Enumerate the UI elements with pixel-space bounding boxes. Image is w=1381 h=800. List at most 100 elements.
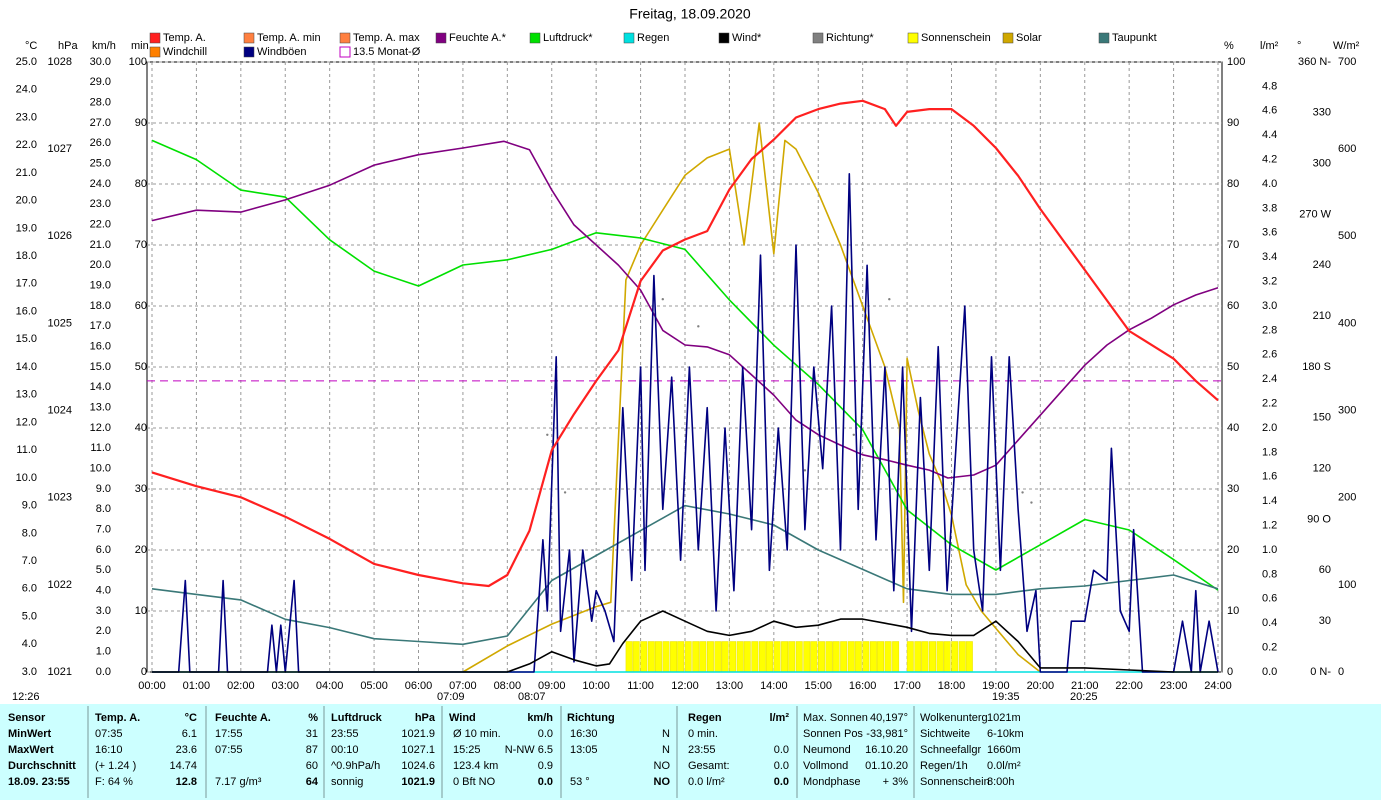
info-value: 01.10.20 — [865, 760, 908, 772]
x-tick-label: 10:00 — [582, 680, 610, 692]
y-tick-label: 1026 — [48, 230, 72, 242]
legend-label: Windböen — [257, 46, 307, 58]
sunshine-bar — [632, 641, 640, 673]
y-tick-label: 0 — [1227, 666, 1233, 678]
y-tick-label: 21.0 — [16, 167, 37, 179]
table-cell: N-NW 6.5 — [505, 744, 553, 756]
x-tick-label: 08:00 — [494, 680, 522, 692]
table-cell: 87 — [306, 744, 318, 756]
y-tick-label: 0.8 — [1262, 568, 1277, 580]
table-cell: NO — [654, 776, 671, 788]
info-label: Sonnen Pos — [803, 728, 863, 740]
y-tick-label: 2.4 — [1262, 373, 1277, 385]
table-cell: 16:10 — [95, 744, 123, 756]
table-cell: 23.6 — [176, 744, 197, 756]
y-tick-label: 27.0 — [90, 117, 111, 129]
legend-label: Luftdruck* — [543, 32, 593, 44]
y-tick-label: 90 — [1227, 117, 1239, 129]
legend-label: Solar — [1016, 32, 1042, 44]
y-tick-label: 10.0 — [90, 463, 111, 475]
y-tick-label: 25.0 — [90, 158, 111, 170]
sunshine-bar — [921, 641, 929, 673]
y-tick-label: 8.0 — [22, 527, 37, 539]
table-cell: 0.0 — [538, 728, 553, 740]
y-tick-label: 30 — [1227, 483, 1239, 495]
sunshine-bar — [662, 641, 670, 673]
table-cell: 0.0 — [774, 776, 789, 788]
y-tick-label: 21.0 — [90, 239, 111, 251]
sunshine-bar — [914, 641, 922, 673]
y-tick-label: 1.0 — [96, 646, 111, 658]
sunshine-bar — [818, 641, 825, 673]
y-tick-label: 12.0 — [90, 422, 111, 434]
table-cell: MaxWert — [8, 744, 54, 756]
y-tick-label: 3.8 — [1262, 202, 1277, 214]
y-tick-label: 29.0 — [90, 76, 111, 88]
sunshine-bar — [906, 641, 914, 673]
y-tick-label: 6.0 — [22, 583, 37, 595]
info-value: 8:00h — [987, 776, 1015, 788]
chart-title: Freitag, 18.09.2020 — [629, 6, 751, 22]
axis-unit-label: ° — [1297, 40, 1301, 52]
series-line — [151, 139, 1219, 591]
y-tick-label: 13.0 — [90, 402, 111, 414]
y-tick-label: 60 — [1319, 564, 1331, 576]
sunshine-bar — [892, 641, 900, 673]
sunshine-bar — [929, 641, 936, 673]
legend-label: Sonnenschein — [921, 32, 991, 44]
y-tick-label: 80 — [135, 178, 147, 190]
sunshine-bar — [654, 641, 662, 673]
axis-unit-label: W/m² — [1333, 40, 1360, 52]
axis-unit-label: l/m² — [1260, 40, 1279, 52]
y-tick-label: 18.0 — [90, 300, 111, 312]
x-tick-label: 20:00 — [1027, 680, 1055, 692]
y-tick-label: 3.4 — [1262, 251, 1277, 263]
table-cell: 00:10 — [331, 744, 359, 756]
legend-swatch — [907, 32, 919, 44]
table-cell: 123.4 km — [453, 760, 498, 772]
info-label: Sonnenschein — [920, 776, 990, 788]
sunshine-bar — [640, 641, 648, 673]
table-header: Wind — [449, 712, 476, 724]
y-tick-label: 50 — [135, 361, 147, 373]
table-cell: 15:25 — [453, 744, 481, 756]
sunshine-bar — [869, 641, 877, 673]
y-tick-label: 0.6 — [1262, 593, 1277, 605]
table-cell: 17:55 — [215, 728, 243, 740]
y-tick-label: 24.0 — [16, 84, 37, 96]
y-tick-label: 80 — [1227, 178, 1239, 190]
y-tick-label: 28.0 — [90, 97, 111, 109]
direction-point — [563, 491, 567, 494]
y-tick-label: 1.4 — [1262, 495, 1277, 507]
y-tick-label: 180 S — [1302, 361, 1331, 373]
sunshine-bar — [758, 641, 766, 673]
table-cell: ^0.9hPa/h — [331, 760, 380, 772]
table-cell: N — [662, 728, 670, 740]
legend-label: Wind* — [732, 32, 762, 44]
y-tick-label: 100 — [1338, 579, 1356, 591]
y-tick-label: 8.0 — [96, 503, 111, 515]
legend-label: 13.5 Monat-Ø — [353, 46, 421, 58]
legend-swatch — [529, 32, 541, 44]
sunshine-bar — [751, 641, 759, 673]
direction-point — [1021, 491, 1024, 494]
annotation: 20:25 — [1070, 691, 1098, 703]
table-header: Feuchte A. — [215, 712, 271, 724]
table-header: Sensor — [8, 712, 46, 724]
info-label: Regen/1h — [920, 760, 968, 772]
sunshine-bar — [965, 641, 973, 673]
table-header: °C — [185, 712, 197, 724]
y-tick-label: 0 — [141, 666, 147, 678]
y-tick-label: 70 — [135, 239, 147, 251]
y-tick-label: 14.0 — [16, 361, 37, 373]
y-tick-label: 1022 — [48, 579, 72, 591]
y-tick-label: 1.0 — [1262, 544, 1277, 556]
y-tick-label: 12.0 — [16, 416, 37, 428]
legend-swatch — [243, 46, 255, 58]
y-tick-label: 30 — [1319, 615, 1331, 627]
y-tick-label: 0 N- — [1310, 666, 1331, 678]
legend-swatch — [339, 32, 351, 44]
y-tick-label: 1023 — [48, 492, 72, 504]
y-tick-label: 600 — [1338, 143, 1356, 155]
